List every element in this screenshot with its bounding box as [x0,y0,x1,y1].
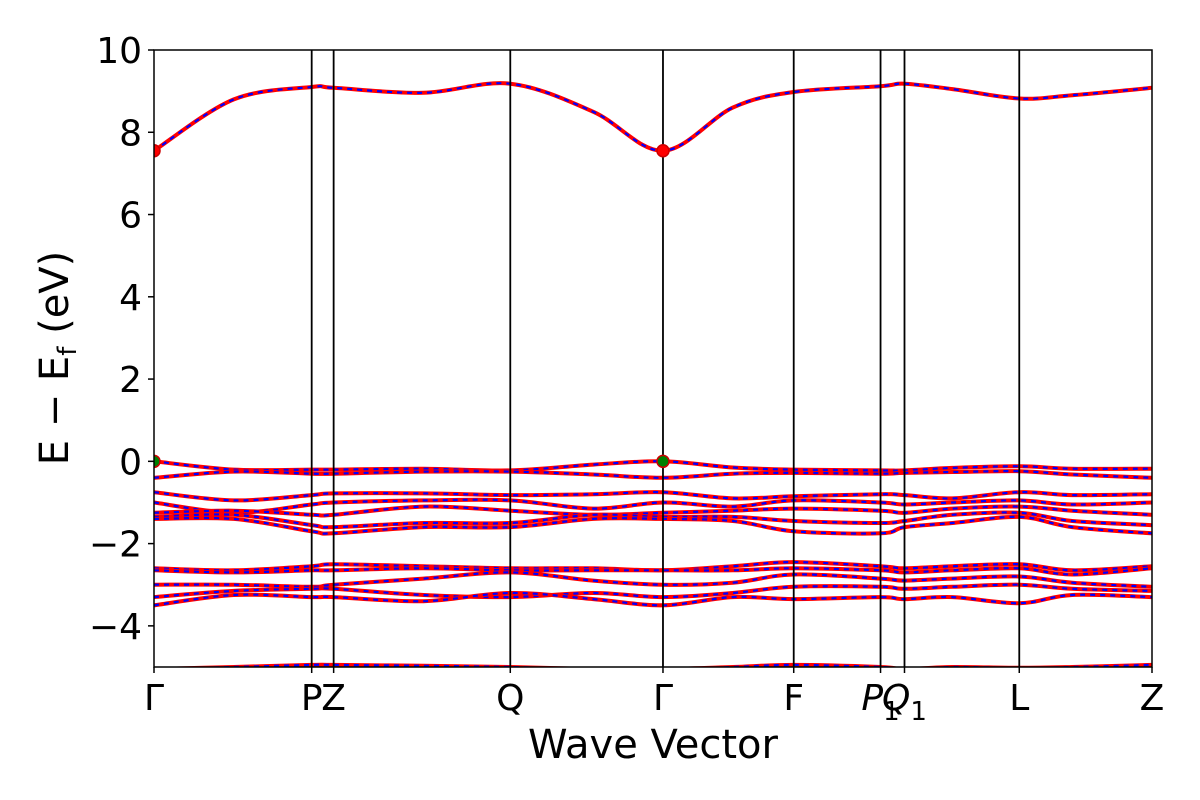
vbm-marker [656,454,670,469]
x-tick-label: Γ [144,678,164,719]
band-line [154,510,1152,530]
y-tick-label: −4 [89,607,142,648]
cbm-marker [656,144,670,158]
band-line [154,469,1152,480]
x-tick-label: L [1009,678,1029,719]
band-line [154,490,1152,503]
high-symmetry-lines [310,50,1021,667]
x-tick-label: F [783,678,804,719]
band-line-overlay [154,82,1152,152]
band-line [154,590,1152,608]
band-line [154,514,1152,536]
band-line [154,459,1152,473]
plot-background [154,50,1152,667]
y-axis-ticks: −4 −2 0 2 4 6 8 10 [89,31,154,648]
x-tick-label: Z [1140,678,1165,719]
svg-text:E − Ef (eV): E − Ef (eV) [32,251,83,466]
band-line [154,570,1152,589]
band-line [157,662,1152,667]
y-tick-label: 2 [119,360,142,401]
y-tick-label: −2 [89,525,142,566]
x-tick-label: P [301,678,323,719]
x-tick-label-subscript: 1 [883,697,900,727]
y-axis-label-main: E − E [32,356,78,466]
y-tick-label: 10 [96,31,142,72]
vbm-marker [154,454,161,469]
x-tick-label-subscript: 1 [910,697,927,727]
x-tick-label: Γ [653,678,673,719]
band-line [154,582,1152,600]
cbm-marker [154,144,161,158]
y-axis-label: E − Ef (eV) [32,251,83,466]
x-tick-label: Q [496,678,524,719]
y-tick-label: 6 [119,196,142,237]
x-axis-label: Wave Vector [528,722,779,768]
band-edge-markers [154,144,670,469]
y-axis-label-unit-text: (eV) [32,251,78,334]
band-line [154,497,1152,515]
x-tick-label: Z [321,678,346,719]
y-tick-label: 8 [119,113,142,154]
y-axis-label-unit [32,334,78,347]
y-axis-label-subscript: f [53,346,83,356]
band-line-overlay [154,567,1152,576]
y-tick-label: 4 [119,278,142,319]
band-lines [154,81,1152,667]
y-tick-label: 0 [119,442,142,483]
band-line [154,504,1152,518]
plot-frame [153,49,1153,668]
